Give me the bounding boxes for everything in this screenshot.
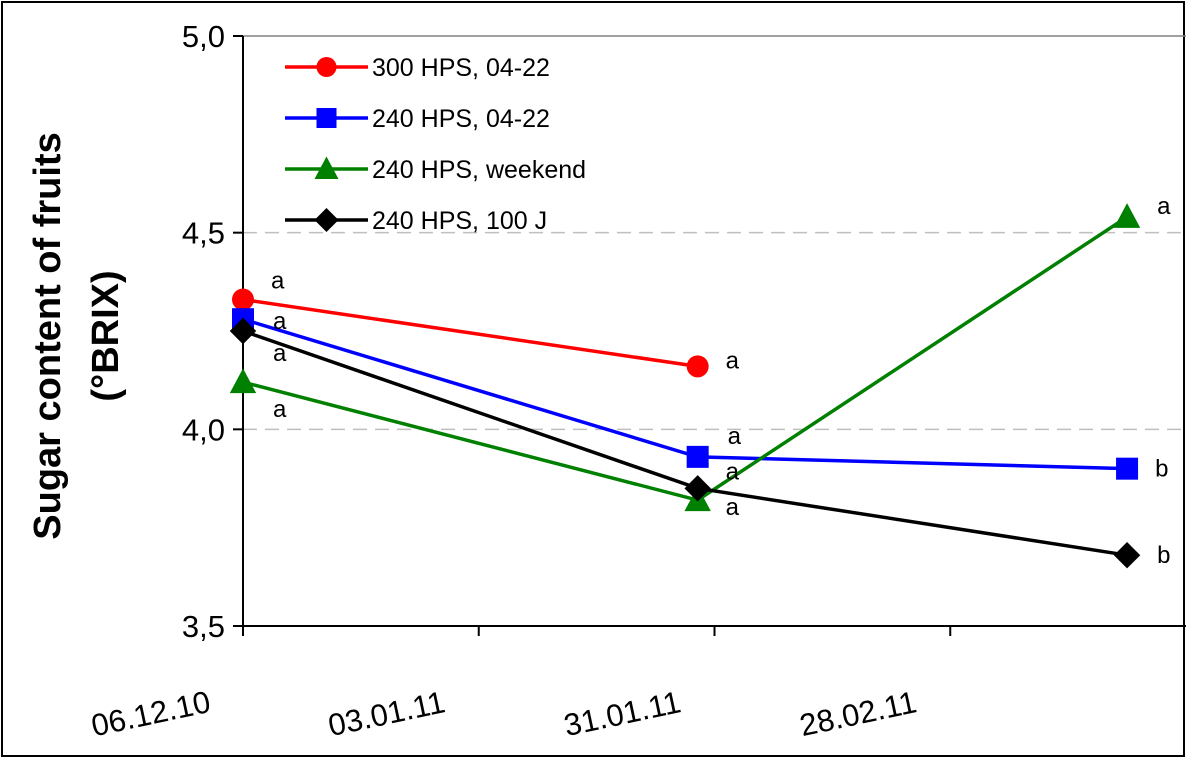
significance-label: a: [273, 308, 287, 335]
series-line: [242, 297, 698, 369]
data-point: [232, 288, 254, 311]
y-axis-title-line-2: (°BRIX): [85, 270, 127, 401]
legend-marker: [314, 156, 339, 179]
y-tick-label: 4,5: [182, 216, 225, 251]
series-layer: [229, 203, 1141, 569]
significance-label: b: [1157, 542, 1170, 569]
data-point: [686, 355, 709, 378]
legend-marker: [316, 57, 337, 77]
legend-label: 240 HPS, 100 J: [372, 207, 547, 235]
legend-marker: [316, 108, 337, 128]
data-point: [1116, 457, 1139, 480]
legend-label: 300 HPS, 04-22: [372, 54, 550, 82]
y-axis-title: Sugar content of fruits (°BRIX): [27, 132, 127, 539]
significance-label: a: [273, 340, 287, 367]
significance-label: a: [728, 423, 742, 450]
significance-label: a: [726, 494, 740, 521]
y-tick-label: 3,5: [182, 609, 225, 644]
legend-label: 240 HPS, 04-22: [372, 105, 550, 133]
significance-label: a: [273, 396, 287, 423]
data-point: [229, 317, 257, 345]
legend-label: 240 HPS, weekend: [372, 156, 586, 184]
y-axis-title-line-1: Sugar content of fruits: [27, 132, 69, 539]
data-point: [229, 368, 257, 394]
significance-label: b: [1155, 456, 1168, 483]
grid-layer: [243, 35, 1186, 431]
data-point: [686, 445, 709, 468]
significance-label: a: [271, 268, 285, 295]
data-point: [1113, 203, 1141, 228]
data-point: [684, 475, 711, 502]
significance-label: a: [726, 347, 740, 374]
y-tick-label: 5,0: [182, 19, 225, 54]
legend-marker: [314, 208, 339, 232]
significance-label: a: [1157, 193, 1171, 220]
data-point: [1113, 542, 1141, 569]
significance-label: a: [726, 458, 740, 485]
legend-layer: 300 HPS, 04-22 240 HPS, 04-22 240 HPS, wee…: [285, 54, 586, 235]
y-tick-label: 4,0: [182, 412, 225, 447]
